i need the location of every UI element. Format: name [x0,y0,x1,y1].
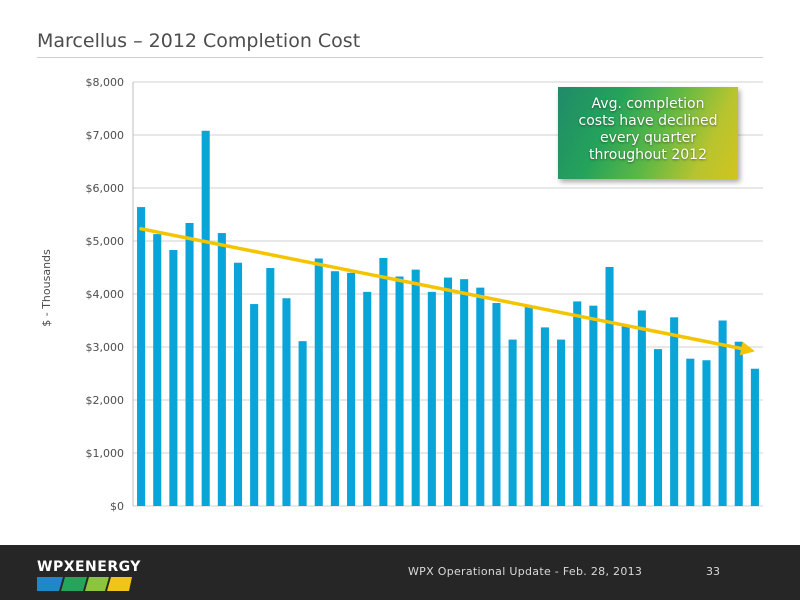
bar [217,233,226,507]
bar [492,303,501,506]
bar [686,358,695,506]
bar [153,234,162,507]
title-divider [37,57,763,58]
bar [460,279,469,506]
callout-line-2: costs have declined [578,113,718,129]
bar [427,291,436,506]
bar [201,130,210,506]
y-tick-label: $2,000 [86,394,125,407]
bar [476,287,485,506]
bar [411,269,420,506]
bar [282,298,291,506]
bar [734,341,743,506]
bar [670,317,679,506]
bar [653,349,663,506]
y-tick-label: $6,000 [86,182,125,195]
bar [573,301,582,506]
bar [540,327,549,506]
footer-caption: WPX Operational Update - Feb. 28, 2013 [408,565,643,578]
bar [395,276,404,506]
logo-stripes-icon [37,577,132,591]
bar [250,304,259,506]
y-tick-label: $7,000 [86,129,125,142]
bar [347,272,356,506]
y-tick-label: $3,000 [86,341,125,354]
bar [169,250,178,506]
bar [379,257,388,506]
bar [605,266,614,506]
bar [330,271,339,506]
y-tick-label: $8,000 [86,76,125,89]
bar [621,326,630,506]
page-number: 33 [706,565,720,578]
bar [557,339,566,506]
bar [589,305,598,506]
bar [233,262,243,506]
bar [524,305,533,506]
bar [443,277,453,506]
company-logo: WPXENERGY [37,559,141,575]
y-tick-label: $4,000 [86,288,125,301]
bar [750,368,759,506]
completion-cost-bar-chart: $0 $1,000 $2,000 $3,000 $4,000 $5,000 $6,000 $7… [40,76,763,513]
bar [266,268,275,506]
trend-line [139,227,743,351]
slide-title: Marcellus – 2012 Completion Cost [37,30,361,52]
bar [185,222,194,507]
bar [718,320,727,506]
bar [702,360,711,506]
callout-line-1: Avg. completion [591,96,705,112]
bar [298,341,307,506]
bar [314,258,323,506]
bar [637,310,646,506]
callout-line-3: every quarter [600,130,696,146]
footer-bar: WPXENERGY WPX Operational Update - Feb. … [0,545,800,600]
callout-line-4: throughout 2012 [588,147,707,163]
callout-box: Avg. completion costs have declined ever… [558,87,738,179]
trend-arrowhead [739,341,755,356]
bar [508,339,517,506]
y-axis-label: $ - Thousands [40,249,53,327]
y-tick-label: $1,000 [86,447,125,460]
bar [363,291,372,506]
y-tick-label: $0 [110,500,124,513]
y-tick-label: $5,000 [86,235,125,248]
bar [137,207,146,506]
